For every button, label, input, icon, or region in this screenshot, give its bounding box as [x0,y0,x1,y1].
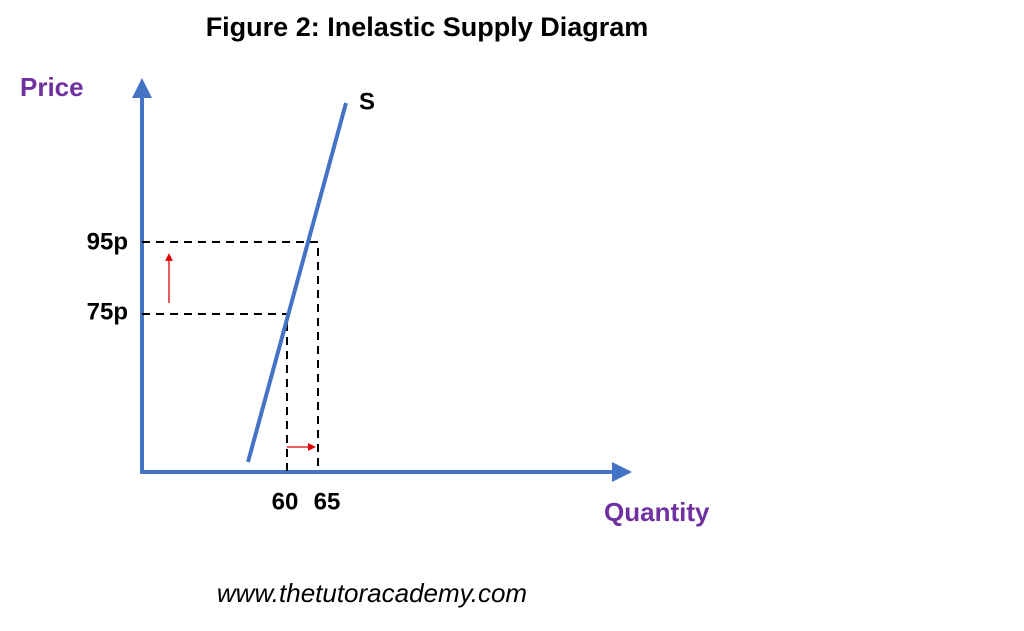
price-label: 95p [87,228,128,255]
y-axis-label: Price [20,72,84,102]
curve-label: S [359,88,375,115]
quantity-label: 60 [272,488,299,515]
footer: www.thetutoracademy.com [217,578,527,608]
quantity-label: 65 [314,488,341,515]
title: Figure 2: Inelastic Supply Diagram [206,12,649,42]
guide-high [142,241,319,472]
supply-curve [246,102,348,463]
price-label: 75p [87,298,128,325]
x-axis-label: Quantity [604,497,710,527]
